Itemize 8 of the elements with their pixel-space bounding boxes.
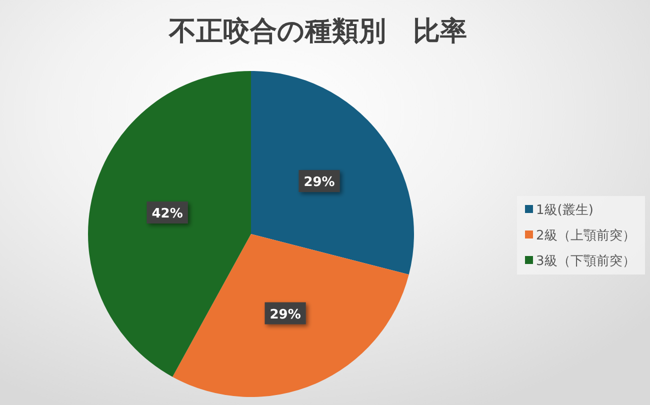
title: 不正咬合の種類別 比率 (169, 16, 467, 47)
legend-label: 2級（上顎前突） (536, 228, 636, 244)
data-label: 42% (152, 206, 183, 222)
legend-label: 3級（下顎前突） (536, 254, 636, 269)
legend-label: 1級(叢生) (536, 203, 594, 218)
data-label: 29% (270, 307, 301, 322)
data-label: 29% (304, 175, 335, 190)
legend: 1級(叢生) 2級（上顎前突） 3級（下顎前突） (517, 196, 645, 274)
